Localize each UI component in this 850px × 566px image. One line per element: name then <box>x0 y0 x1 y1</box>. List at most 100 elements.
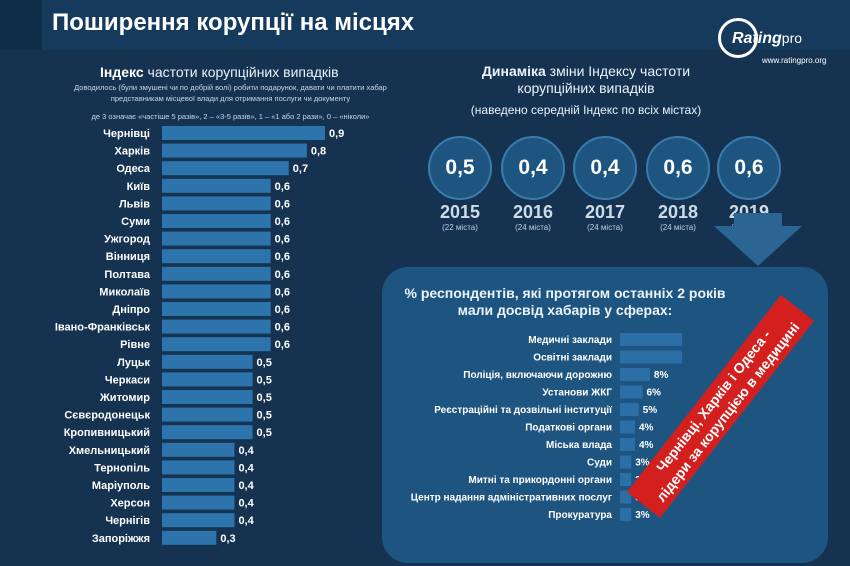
city-label: Одеса <box>116 163 150 175</box>
city-label: Кропивницький <box>64 427 150 439</box>
city-index-bar <box>162 178 271 193</box>
city-index-value: 0,3 <box>220 533 235 545</box>
title-accent <box>0 0 42 50</box>
city-index-value: 0,9 <box>329 128 344 140</box>
city-label: Сєвєродонецьк <box>64 410 150 422</box>
sphere-value: 6% <box>646 388 661 399</box>
sphere-bar <box>620 350 682 364</box>
city-index-bar <box>162 319 271 334</box>
city-index-value: 0,8 <box>311 146 326 158</box>
sphere-label: Прокуратура <box>548 510 612 521</box>
index-title-rest: частоти корупційних випадків <box>143 64 339 80</box>
city-index-bar <box>162 425 253 440</box>
city-index-bar <box>162 302 271 316</box>
city-index-value: 0,6 <box>275 269 290 281</box>
city-index-value: 0,6 <box>275 251 290 263</box>
title-bar <box>0 0 850 50</box>
city-label: Чернігів <box>105 515 150 527</box>
city-label: Запоріжжя <box>92 533 150 545</box>
index-chart-scale: де 3 означає «частіше 5 разів», 2 – «3-5… <box>91 112 370 121</box>
sphere-value: 5% <box>643 405 658 416</box>
sphere-value: 4% <box>639 440 654 451</box>
city-index-bar <box>162 214 271 228</box>
city-index-value: 0,6 <box>275 286 290 298</box>
city-index-value: 0,4 <box>238 462 254 474</box>
city-label: Івано-Франківськ <box>55 322 151 334</box>
dynamics-item: 0,6 2018 (24 міста) <box>646 136 710 232</box>
city-index-value: 0,6 <box>275 198 290 210</box>
sphere-value: 8% <box>654 370 669 381</box>
city-index-bar <box>162 407 253 422</box>
sphere-label: Реєстраційні та дозвільні інституції <box>434 405 612 416</box>
sphere-bar <box>620 455 632 469</box>
city-label: Суми <box>121 216 150 228</box>
city-index-bar <box>162 372 253 387</box>
city-label: Житомир <box>99 392 150 404</box>
down-arrow-icon <box>714 226 802 266</box>
dynamics-value-circle: 0,4 <box>501 136 565 200</box>
dynamics-value-circle: 0,6 <box>646 136 710 200</box>
sphere-value: 4% <box>639 423 654 434</box>
city-index-bar <box>162 266 271 281</box>
city-index-value: 0,5 <box>257 410 272 422</box>
sphere-label: Міська влада <box>546 440 612 451</box>
dynamics-year: 2016 <box>512 202 554 222</box>
brand-url[interactable]: www.ratingpro.org <box>762 56 827 65</box>
city-index-bar <box>162 249 271 264</box>
city-index-value: 0,7 <box>293 163 308 175</box>
city-index-bar <box>162 478 235 492</box>
dynamics-subtitle: (наведено середній Індекс по всіх містах… <box>470 103 702 117</box>
sphere-bar <box>620 333 682 346</box>
dynamics-title: Динаміка зміни Індексу частоти корупційн… <box>446 63 726 97</box>
city-label: Харків <box>115 146 151 158</box>
index-chart-title: Індекс частоти корупційних випадків <box>100 64 339 80</box>
dynamics-city-count: (22 міста) <box>442 223 478 232</box>
spheres-title: % респондентів, які протягом останніх 2 … <box>404 285 726 318</box>
sphere-bar <box>620 490 632 504</box>
dynamics-value-circle: 0,5 <box>428 136 492 200</box>
dynamics-item: 0,4 2016 (24 міста) <box>501 136 565 232</box>
dynamics-title-strong: Динаміка <box>481 63 546 79</box>
sphere-bar <box>620 368 650 381</box>
city-label: Львів <box>119 198 150 210</box>
brand-name: Ratingpro <box>732 30 802 48</box>
sphere-label: Суди <box>587 458 612 469</box>
brand-name-text: Rating <box>732 30 782 47</box>
city-label: Тернопіль <box>94 462 150 474</box>
sphere-label: Медичні заклади <box>528 335 612 346</box>
city-index-value: 0,4 <box>238 515 254 527</box>
city-label: Черкаси <box>105 374 150 386</box>
index-title-strong: Індекс <box>100 64 144 80</box>
city-label: Рівне <box>120 339 150 351</box>
spheres-bar-chart: Медичні заклади31%Освітні заклади17%Полі… <box>411 333 682 521</box>
sphere-label: Податкові органи <box>525 423 612 434</box>
dynamics-title-rest: зміни Індексу частоти корупційних випадк… <box>517 63 691 96</box>
city-index-value: 0,4 <box>238 445 254 457</box>
city-index-bar <box>162 495 235 510</box>
city-label: Херсон <box>110 498 150 510</box>
dynamics-city-count: (24 міста) <box>515 223 551 232</box>
sphere-label: Митні та прикордонні органи <box>468 475 612 486</box>
dynamics-value-circle: 0,4 <box>573 136 637 200</box>
city-index-bar <box>162 284 271 299</box>
city-index-bar <box>162 161 289 176</box>
city-index-value: 0,4 <box>238 498 254 510</box>
dynamics-value-circle: 0,6 <box>717 136 781 200</box>
sphere-label: Установи ЖКГ <box>542 388 612 399</box>
sphere-bar <box>620 508 632 521</box>
city-label: Луцьк <box>117 357 150 369</box>
sphere-label: Освітні заклади <box>533 353 612 364</box>
dynamics-item: 0,4 2017 (24 міста) <box>573 136 637 232</box>
city-label: Миколаїв <box>99 286 150 298</box>
city-label: Полтава <box>104 269 150 281</box>
page-title: Поширення корупції на місцях <box>52 9 415 36</box>
city-label: Київ <box>127 181 151 193</box>
brand-suffix: pro <box>781 30 803 46</box>
city-label: Ужгород <box>104 234 150 246</box>
sphere-bar <box>620 403 639 416</box>
city-index-value: 0,5 <box>257 392 272 404</box>
dynamics-item: 0,5 2015 (22 міста) <box>428 136 492 232</box>
city-index-value: 0,6 <box>275 322 290 334</box>
brand-circle-icon <box>718 18 758 58</box>
sphere-bar <box>620 438 635 451</box>
